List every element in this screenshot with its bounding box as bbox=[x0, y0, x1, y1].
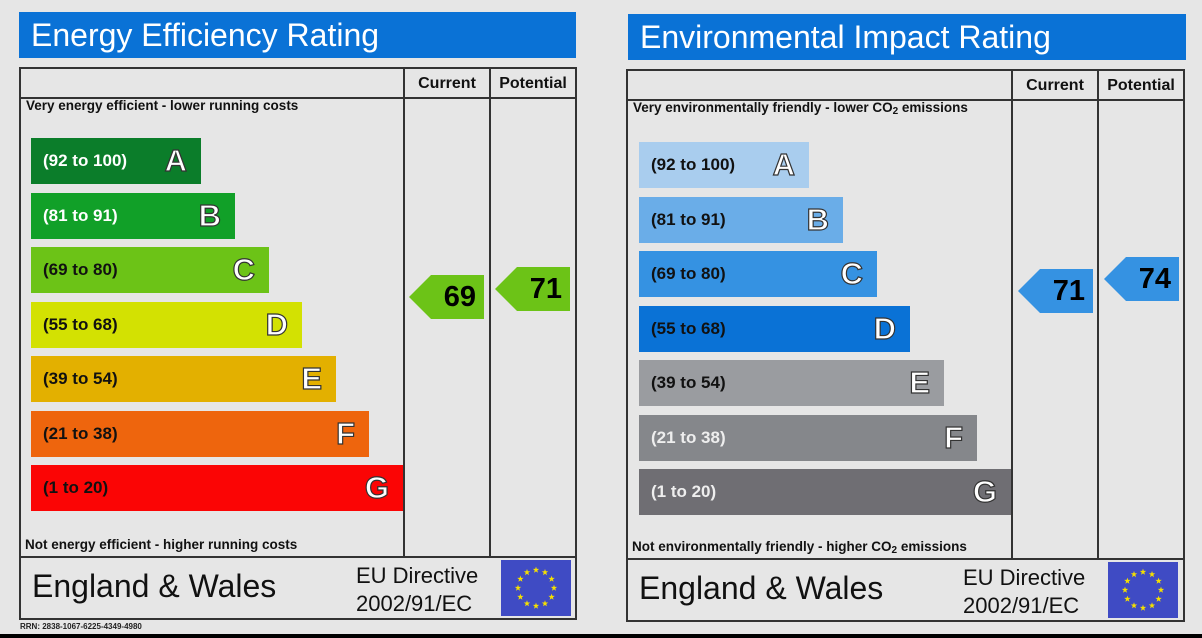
potential-rating-value: 71 bbox=[529, 273, 562, 305]
directive-line1: EU Directive bbox=[963, 565, 1086, 590]
band-range: (92 to 100) bbox=[43, 151, 128, 170]
footer-region: England & Wales bbox=[32, 568, 277, 604]
divider bbox=[19, 97, 577, 99]
col-potential-header: Potential bbox=[499, 75, 567, 92]
energy-efficiency-panel: Energy Efficiency Rating Current Potenti… bbox=[0, 0, 580, 634]
band-letter: D bbox=[873, 310, 897, 346]
col-current-header: Current bbox=[418, 75, 476, 92]
top-caption: Very environmentally friendly - lower CO… bbox=[633, 100, 968, 117]
band-range: (1 to 20) bbox=[651, 482, 717, 501]
band-range: (69 to 80) bbox=[651, 264, 726, 283]
arrow-shape-icon bbox=[1104, 257, 1179, 301]
band-range: (55 to 68) bbox=[43, 314, 118, 334]
environmental-title: Environmental Impact Rating bbox=[628, 14, 1186, 60]
top-caption: Very energy efficient - lower running co… bbox=[26, 98, 299, 113]
band-e: (39 to 54) E bbox=[31, 356, 336, 402]
divider bbox=[489, 67, 491, 557]
col-potential-header: Potential bbox=[1107, 77, 1175, 94]
footer-region: England & Wales bbox=[639, 570, 884, 606]
divider bbox=[1011, 69, 1013, 559]
current-rating-arrow: 71 bbox=[1018, 269, 1093, 313]
footer-directive: EU Directive 2002/91/EC bbox=[963, 564, 1085, 620]
bottom-caption: Not energy efficient - higher running co… bbox=[25, 537, 298, 552]
band-c: (69 to 80) C bbox=[639, 251, 877, 297]
band-letter: A bbox=[164, 142, 188, 178]
caption-subscript: 2 bbox=[892, 106, 899, 117]
band-b: (81 to 91) B bbox=[31, 192, 235, 239]
current-rating-value: 69 bbox=[443, 281, 476, 313]
energy-title: Energy Efficiency Rating bbox=[19, 12, 576, 58]
environmental-table-frame bbox=[626, 69, 1185, 622]
current-rating-value: 71 bbox=[1052, 275, 1085, 307]
band-range: (81 to 91) bbox=[43, 205, 118, 225]
band-range: (69 to 80) bbox=[43, 260, 118, 279]
arrow-shape-icon bbox=[495, 267, 570, 311]
band-c: (69 to 80) C bbox=[31, 247, 269, 293]
col-current-header: Current bbox=[1026, 77, 1084, 94]
arrow-shape-icon bbox=[1018, 269, 1093, 313]
band-range: (55 to 68) bbox=[651, 318, 726, 338]
potential-rating-arrow: 74 bbox=[1104, 257, 1179, 301]
band-letter: C bbox=[840, 255, 864, 291]
caption-text: Very environmentally friendly - lower CO bbox=[633, 100, 893, 115]
band-range: (39 to 54) bbox=[43, 369, 118, 388]
band-letter: D bbox=[265, 306, 289, 342]
band-f: (21 to 38) F bbox=[639, 414, 977, 461]
potential-rating-arrow: 71 bbox=[495, 267, 570, 311]
band-range: (92 to 100) bbox=[651, 155, 736, 174]
energy-table-frame bbox=[19, 67, 577, 620]
band-range: (1 to 20) bbox=[43, 478, 109, 497]
band-letter: A bbox=[772, 146, 796, 182]
environmental-impact-panel: Environmental Impact Rating Current Pote… bbox=[608, 0, 1188, 634]
band-letter: G bbox=[972, 473, 997, 509]
caption-text: emissions bbox=[897, 539, 967, 554]
band-letter: B bbox=[806, 201, 830, 237]
directive-line2: 2002/91/EC bbox=[356, 591, 473, 616]
caption-text: emissions bbox=[898, 100, 968, 115]
band-a: (92 to 100) A bbox=[639, 142, 809, 188]
current-rating-arrow: 69 bbox=[409, 275, 484, 319]
divider bbox=[626, 99, 1185, 101]
band-letter: E bbox=[301, 360, 323, 396]
eu-flag-icon bbox=[501, 560, 571, 616]
divider bbox=[19, 556, 577, 558]
divider bbox=[1097, 69, 1099, 559]
band-letter: F bbox=[943, 419, 963, 455]
band-letter: C bbox=[232, 251, 256, 287]
band-letter: G bbox=[364, 469, 389, 505]
band-e: (39 to 54) E bbox=[639, 360, 944, 406]
band-f: (21 to 38) F bbox=[31, 410, 369, 457]
eu-flag-icon bbox=[1108, 562, 1178, 618]
rrn-reference: RRN: 2838-1067-6225-4349-4980 bbox=[20, 622, 142, 631]
band-g: (1 to 20) G bbox=[31, 465, 403, 511]
bottom-caption: Not environmentally friendly - higher CO… bbox=[632, 539, 967, 556]
band-d: (55 to 68) D bbox=[639, 305, 910, 352]
potential-rating-value: 74 bbox=[1138, 263, 1171, 295]
directive-line1: EU Directive bbox=[356, 563, 479, 588]
band-range: (21 to 38) bbox=[43, 423, 118, 443]
band-letter: B bbox=[198, 197, 222, 233]
band-b: (81 to 91) B bbox=[639, 196, 843, 243]
band-range: (81 to 91) bbox=[651, 209, 726, 229]
caption-subscript: 2 bbox=[891, 545, 898, 556]
band-a: (92 to 100) A bbox=[31, 138, 201, 184]
footer-directive: EU Directive 2002/91/EC bbox=[356, 562, 478, 618]
band-range: (21 to 38) bbox=[651, 427, 726, 447]
divider bbox=[626, 558, 1185, 560]
band-letter: E bbox=[909, 364, 931, 400]
caption-text: Not environmentally friendly - higher CO bbox=[632, 539, 892, 554]
band-range: (39 to 54) bbox=[651, 373, 726, 392]
band-letter: F bbox=[335, 415, 355, 451]
band-g: (1 to 20) G bbox=[639, 469, 1011, 515]
arrow-shape-icon bbox=[409, 275, 484, 319]
band-d: (55 to 68) D bbox=[31, 301, 302, 348]
directive-line2: 2002/91/EC bbox=[963, 593, 1080, 618]
divider bbox=[403, 67, 405, 557]
